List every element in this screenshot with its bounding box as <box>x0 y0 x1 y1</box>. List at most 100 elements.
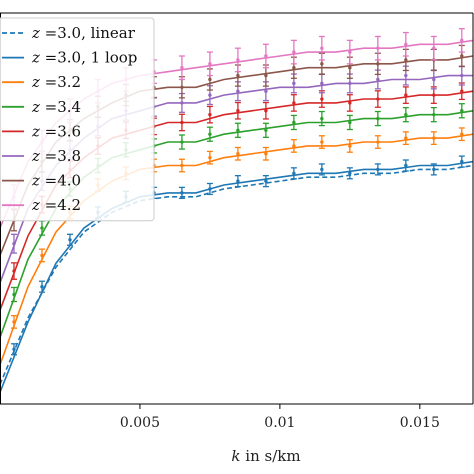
data-marker <box>236 58 240 62</box>
data-point-z3.2-1 <box>38 248 45 263</box>
data-point-z3.2-6 <box>178 158 185 173</box>
data-marker <box>40 226 44 230</box>
data-marker <box>236 89 240 93</box>
data-point-z3-10 <box>290 167 297 180</box>
data-marker <box>40 253 44 258</box>
data-marker <box>432 136 436 140</box>
x-axis-variable: k <box>231 447 240 465</box>
data-marker <box>292 144 296 148</box>
data-point-z3.4-16 <box>458 103 465 119</box>
data-point-z3.4-13 <box>374 110 381 127</box>
data-marker <box>180 163 184 168</box>
legend-label-0: z =3.0, linear <box>31 24 136 42</box>
data-marker <box>348 81 352 86</box>
legend-variable: z <box>31 147 40 165</box>
legend-value: =4.0 <box>40 172 81 190</box>
data-point-z3.6-9 <box>262 101 269 120</box>
data-marker <box>404 58 408 62</box>
data-marker <box>348 144 352 148</box>
data-point-z3.4-0 <box>10 286 17 303</box>
legend-label-7: z =4.2 <box>31 196 81 214</box>
data-marker <box>376 46 380 50</box>
data-marker <box>236 152 240 156</box>
data-point-z3.2-8 <box>234 146 241 161</box>
data-point-z3.2-16 <box>458 127 465 142</box>
data-point-z3.4-7 <box>206 126 213 142</box>
data-marker <box>320 167 324 172</box>
data-marker <box>376 62 380 66</box>
data-marker <box>460 159 464 164</box>
data-marker <box>320 116 324 121</box>
data-marker <box>264 179 268 183</box>
data-point-z3.4-12 <box>346 114 353 131</box>
data-point-z3-0 <box>10 343 17 356</box>
legend-variable: z <box>31 98 40 116</box>
data-marker <box>292 50 296 54</box>
data-marker <box>180 191 184 195</box>
data-marker <box>460 89 464 93</box>
data-marker <box>432 167 436 172</box>
data-marker <box>404 136 408 140</box>
legend-box <box>0 17 155 222</box>
data-marker <box>292 171 296 176</box>
data-point-z3.6-0 <box>10 262 17 280</box>
legend-variable: z <box>31 196 40 214</box>
data-marker <box>432 112 436 117</box>
data-point-z3-8 <box>234 175 241 188</box>
data-marker <box>432 77 436 82</box>
data-marker <box>404 42 408 46</box>
data-point-z3-11 <box>318 163 325 176</box>
legend-value: =3.0, 1 loop <box>40 49 138 67</box>
data-marker <box>348 120 352 125</box>
data-marker <box>264 128 268 132</box>
data-marker <box>12 292 16 297</box>
legend-label-6: z =4.0 <box>31 172 81 190</box>
data-marker <box>320 81 324 86</box>
data-marker <box>12 269 16 273</box>
data-point-z3.4-9 <box>262 122 269 138</box>
data-point-z3.2-7 <box>206 150 213 165</box>
data-point-z3-14 <box>402 159 409 172</box>
data-marker <box>264 152 268 156</box>
data-point-z4.2-14 <box>402 31 409 57</box>
data-point-z3.2-12 <box>346 139 353 153</box>
data-marker <box>404 163 408 168</box>
data-marker <box>376 167 380 172</box>
data-point-z3.4-14 <box>402 106 409 123</box>
data-marker <box>460 38 464 43</box>
legend-label-5: z =3.8 <box>31 147 81 165</box>
data-point-z4.2-15 <box>430 35 437 61</box>
data-marker <box>348 66 352 70</box>
legend-variable: z <box>31 122 40 140</box>
data-point-z3.8-15 <box>430 69 437 90</box>
data-point-z3.2-13 <box>374 135 381 149</box>
data-point-z3.6-13 <box>374 90 381 108</box>
data-marker <box>376 97 380 101</box>
data-marker <box>180 66 184 70</box>
data-marker <box>460 73 464 78</box>
x-tick-label-1: 0.01 <box>264 415 295 431</box>
data-marker <box>376 116 380 121</box>
data-marker <box>320 140 324 144</box>
data-point-z3-9 <box>262 175 269 188</box>
data-point-z4.2-12 <box>346 39 353 65</box>
data-point-z3.2-10 <box>290 139 297 153</box>
legend-variable: z <box>31 172 40 190</box>
data-marker <box>460 109 464 113</box>
data-marker <box>348 50 352 54</box>
data-marker <box>68 238 72 242</box>
data-marker <box>12 320 16 324</box>
data-marker <box>208 77 212 82</box>
data-marker <box>12 347 16 351</box>
legend-value: =3.4 <box>40 98 81 116</box>
legend-label-4: z =3.6 <box>31 122 81 140</box>
data-point-z3.8-0 <box>10 233 17 254</box>
data-marker <box>180 120 184 125</box>
legend-value: =3.2 <box>40 73 81 91</box>
data-marker <box>208 62 212 66</box>
data-marker <box>404 93 408 97</box>
legend-label-2: z =3.2 <box>31 73 81 91</box>
data-point-z4.2-16 <box>458 27 465 53</box>
